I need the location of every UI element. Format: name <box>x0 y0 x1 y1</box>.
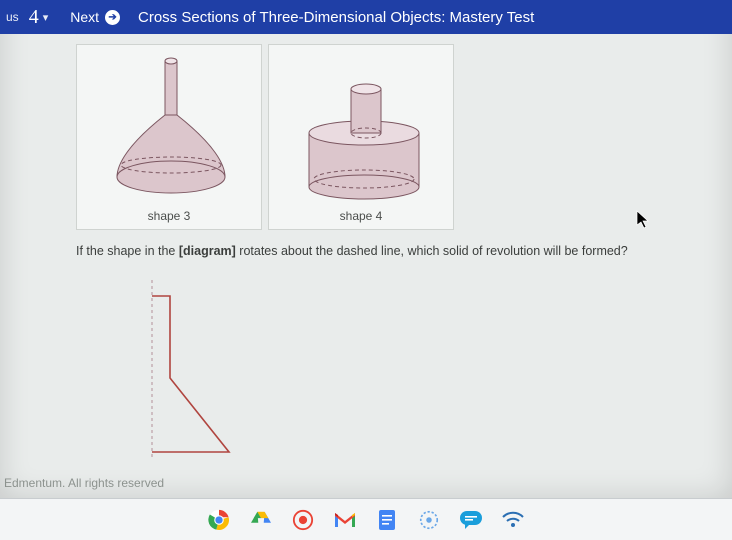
shape-4-svg <box>269 45 455 231</box>
question-number-value: 4 <box>29 6 39 29</box>
docs-icon[interactable] <box>375 508 399 532</box>
question-number-dropdown[interactable]: 4 ▾ <box>25 6 53 29</box>
gmail-icon[interactable] <box>333 508 357 532</box>
chrome-icon[interactable] <box>207 508 231 532</box>
profile-diagram <box>104 276 304 466</box>
settings-gear-icon[interactable] <box>417 508 441 532</box>
question-prefix: If the shape in the <box>76 244 179 258</box>
shape-card-4: shape 4 <box>268 44 454 230</box>
chevron-down-icon: ▾ <box>43 11 49 24</box>
drive-icon[interactable] <box>249 508 273 532</box>
shape-4-caption: shape 4 <box>269 209 453 223</box>
taskbar <box>0 498 732 540</box>
copyright-text: Edmentum. All rights reserved <box>4 476 164 490</box>
shape-3-svg <box>77 45 263 231</box>
page-title: Cross Sections of Three-Dimensional Obje… <box>134 9 534 26</box>
shape-card-3: shape 3 <box>76 44 262 230</box>
question-content: shape 3 <box>76 44 676 466</box>
next-button-label: Next <box>70 9 99 25</box>
wifi-icon[interactable] <box>501 508 525 532</box>
page-surface: us 4 ▾ Next ➔ Cross Sections of Three-Di… <box>0 0 732 498</box>
previous-button-fragment[interactable]: us <box>4 10 25 24</box>
profile-diagram-svg <box>104 276 304 466</box>
shapes-row: shape 3 <box>76 44 676 230</box>
question-bold: [diagram] <box>179 244 236 258</box>
question-suffix: rotates about the dashed line, which sol… <box>236 244 628 258</box>
question-text: If the shape in the [diagram] rotates ab… <box>76 244 676 258</box>
topbar: us 4 ▾ Next ➔ Cross Sections of Three-Di… <box>0 0 732 34</box>
chat-icon[interactable] <box>459 508 483 532</box>
record-icon[interactable] <box>291 508 315 532</box>
shape-3-caption: shape 3 <box>77 209 261 223</box>
screen-root: us 4 ▾ Next ➔ Cross Sections of Three-Di… <box>0 0 732 540</box>
mouse-cursor-icon <box>636 210 652 230</box>
next-button[interactable]: Next ➔ <box>52 9 134 25</box>
arrow-right-icon: ➔ <box>105 10 120 25</box>
